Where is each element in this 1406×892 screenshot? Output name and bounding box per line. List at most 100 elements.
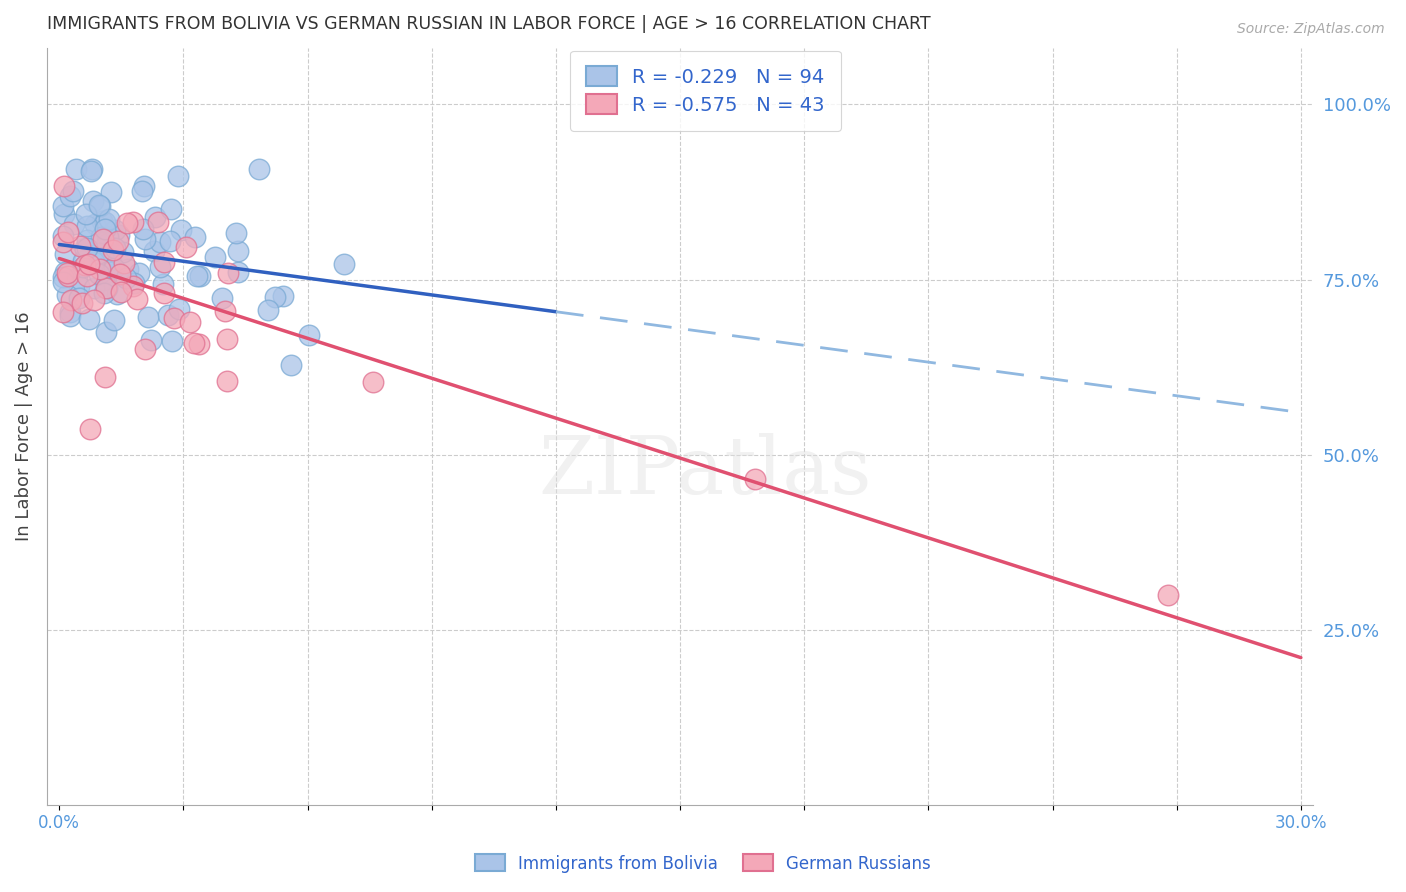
Point: [55, 287, 77, 301]
Point: [115, 216, 138, 230]
Point: [103, 313, 125, 327]
Point: [157, 309, 180, 323]
Point: [93, 246, 115, 260]
Point: [215, 332, 238, 346]
Point: [94, 326, 117, 340]
Point: [256, 302, 278, 317]
Point: [104, 241, 127, 255]
Point: [183, 335, 205, 350]
Point: [160, 202, 183, 216]
Point: [174, 239, 197, 253]
Point: [141, 334, 163, 348]
Point: [97, 212, 120, 227]
Point: [67, 279, 90, 293]
Point: [211, 291, 233, 305]
Point: [63, 217, 86, 231]
Point: [67, 291, 90, 305]
Point: [52, 228, 75, 243]
Point: [226, 244, 249, 258]
Point: [96, 281, 118, 295]
Point: [217, 374, 239, 388]
Point: [76, 233, 98, 247]
Point: [159, 234, 181, 248]
Point: [79, 163, 101, 178]
Point: [125, 293, 148, 307]
Point: [77, 257, 100, 271]
Point: [94, 281, 117, 295]
Point: [69, 239, 91, 253]
Point: [52, 270, 75, 285]
Point: [73, 242, 96, 256]
Point: [188, 268, 211, 283]
Point: [169, 302, 191, 317]
Point: [91, 232, 114, 246]
Point: [73, 258, 96, 272]
Point: [214, 304, 236, 318]
Point: [744, 472, 766, 486]
Point: [298, 327, 321, 342]
Point: [70, 296, 93, 310]
Point: [280, 358, 302, 372]
Text: IMMIGRANTS FROM BOLIVIA VS GERMAN RUSSIAN IN LABOR FORCE | AGE > 16 CORRELATION : IMMIGRANTS FROM BOLIVIA VS GERMAN RUSSIA…: [46, 15, 931, 33]
Point: [152, 277, 174, 292]
Point: [59, 189, 82, 203]
Point: [111, 245, 134, 260]
Point: [83, 281, 105, 295]
Point: [122, 214, 145, 228]
Point: [52, 275, 75, 289]
Point: [79, 422, 101, 436]
Point: [100, 186, 122, 200]
Point: [108, 267, 131, 281]
Point: [131, 184, 153, 198]
Point: [89, 198, 111, 212]
Point: [59, 304, 82, 318]
Point: [149, 235, 172, 249]
Point: [89, 267, 111, 281]
Point: [89, 262, 111, 277]
Point: [89, 199, 111, 213]
Point: [56, 268, 79, 283]
Point: [82, 194, 104, 208]
Y-axis label: In Labor Force | Age > 16: In Labor Force | Age > 16: [15, 311, 32, 541]
Point: [107, 234, 129, 248]
Point: [103, 223, 125, 237]
Point: [72, 260, 94, 275]
Point: [332, 257, 354, 271]
Point: [122, 276, 145, 290]
Point: [225, 226, 247, 240]
Point: [91, 213, 114, 227]
Point: [132, 179, 155, 194]
Point: [76, 269, 98, 284]
Point: [152, 254, 174, 268]
Legend: R = -0.229   N = 94, R = -0.575   N = 43: R = -0.229 N = 94, R = -0.575 N = 43: [571, 51, 841, 130]
Point: [117, 262, 139, 277]
Point: [149, 260, 172, 274]
Point: [83, 255, 105, 269]
Point: [186, 268, 208, 283]
Point: [52, 179, 75, 194]
Point: [83, 293, 105, 307]
Point: [143, 210, 166, 224]
Point: [103, 261, 125, 276]
Point: [76, 241, 98, 255]
Point: [228, 265, 250, 279]
Text: Source: ZipAtlas.com: Source: ZipAtlas.com: [1237, 22, 1385, 37]
Point: [101, 244, 124, 258]
Point: [361, 376, 384, 390]
Text: ZIPatlas: ZIPatlas: [538, 433, 872, 511]
Point: [146, 215, 169, 229]
Point: [115, 270, 138, 285]
Point: [184, 230, 207, 244]
Point: [128, 266, 150, 280]
Point: [52, 304, 75, 318]
Point: [75, 206, 97, 220]
Point: [152, 285, 174, 300]
Point: [107, 228, 129, 243]
Point: [93, 285, 115, 300]
Point: [264, 290, 287, 304]
Point: [94, 222, 117, 236]
Point: [112, 256, 135, 270]
Point: [93, 273, 115, 287]
Point: [84, 218, 107, 232]
Point: [132, 222, 155, 236]
